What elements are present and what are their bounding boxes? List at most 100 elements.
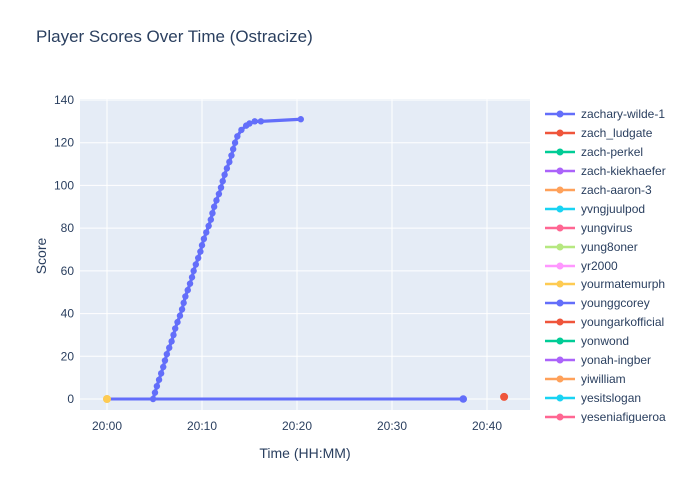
data-point: [195, 254, 202, 262]
legend-swatch-icon: [545, 167, 575, 175]
legend-item-label: yvngjuulpod: [581, 201, 646, 216]
legend-item-yiwilliam[interactable]: yiwilliam: [545, 369, 695, 388]
data-point: [223, 165, 231, 172]
legend-marker: [556, 110, 564, 118]
legend-item-zach_ludgate[interactable]: zach_ludgate: [545, 124, 695, 143]
legend-swatch-icon: [545, 299, 575, 307]
plot-background[interactable]: [80, 99, 530, 410]
legend-marker: [556, 167, 564, 175]
y-tick-label: 80: [61, 221, 75, 235]
legend-item-label: yungvirus: [581, 220, 633, 235]
legend: zachary-wilde-1 zach_ludgate zach-perkel za…: [545, 105, 695, 423]
legend-item-yourmatemurph[interactable]: yourmatemurph: [545, 275, 695, 294]
legend-item-yvngjuulpod[interactable]: yvngjuulpod: [545, 199, 695, 218]
legend-swatch-icon: [545, 205, 575, 213]
data-point: [231, 139, 239, 146]
legend-swatch-icon: [545, 280, 575, 288]
legend-marker: [556, 375, 564, 383]
legend-swatch-icon: [545, 375, 575, 383]
legend-swatch-icon: [545, 413, 575, 421]
data-point: [500, 392, 509, 401]
data-point: [257, 118, 265, 125]
legend-swatch-icon: [545, 243, 575, 251]
data-point: [190, 267, 197, 275]
legend-marker: [556, 243, 564, 251]
legend-item-label: yonah-ingber: [581, 353, 652, 368]
data-point: [209, 209, 216, 217]
y-tick-label: 120: [54, 136, 74, 150]
data-point: [210, 203, 218, 210]
legend-item-zachary-wilde-1[interactable]: zachary-wilde-1: [545, 105, 695, 124]
x-tick-label: 20:00: [92, 419, 122, 433]
data-point: [213, 197, 220, 204]
legend-marker: [556, 299, 564, 307]
x-tick-label: 20:30: [377, 419, 407, 433]
legend-item-yonwond[interactable]: yonwond: [545, 332, 695, 351]
legend-item-zach-aaron-3[interactable]: zach-aaron-3: [545, 181, 695, 200]
data-point: [172, 325, 179, 332]
legend-item-label: yesitslogan: [581, 390, 642, 405]
legend-swatch-icon: [545, 129, 575, 137]
data-point: [186, 280, 194, 287]
legend-item-yesitslogan[interactable]: yesitslogan: [545, 388, 695, 407]
legend-item-label: youngarkofficial: [581, 315, 665, 330]
data-point: [149, 395, 157, 403]
data-point: [297, 116, 304, 123]
data-point: [103, 395, 111, 403]
data-point: [238, 126, 245, 134]
x-axis-title: Time (HH:MM): [259, 445, 351, 461]
data-point: [176, 312, 184, 319]
legend-item-yonah-ingber[interactable]: yonah-ingber: [545, 351, 695, 370]
data-point: [188, 274, 196, 281]
data-point: [174, 318, 181, 326]
data-point: [151, 389, 159, 396]
data-point: [246, 120, 253, 127]
legend-item-label: yonwond: [581, 334, 630, 349]
legend-marker: [556, 186, 564, 194]
legend-item-label: yiwilliam: [581, 371, 626, 386]
legend-item-zach-perkel[interactable]: zach-perkel: [545, 143, 695, 162]
legend-item-label: zachary-wilde-1: [581, 107, 666, 122]
legend-item-zach-kiekhaefer[interactable]: zach-kiekhaefer: [545, 162, 695, 181]
legend-swatch-icon: [545, 394, 575, 402]
legend-marker: [556, 413, 564, 421]
legend-item-label: zach-aaron-3: [581, 183, 652, 197]
legend-item-label: yourmatemurph: [581, 277, 666, 292]
legend-item-yr2000[interactable]: yr2000: [545, 256, 695, 275]
data-point: [192, 261, 200, 268]
data-point: [229, 145, 237, 153]
legend-item-label: yeseniafigueroa: [581, 409, 666, 423]
data-point: [226, 158, 233, 166]
data-point: [180, 299, 187, 307]
legend-item-youngarkofficial[interactable]: youngarkofficial: [545, 313, 695, 332]
data-point: [163, 350, 171, 358]
legend-item-yeseniafigueroa[interactable]: yeseniafigueroa: [545, 407, 695, 423]
legend-item-yungvirus[interactable]: yungvirus: [545, 218, 695, 237]
legend-swatch-icon: [545, 110, 575, 118]
legend-item-label: zach_ludgate: [581, 126, 653, 141]
data-point: [215, 190, 223, 198]
data-point: [197, 248, 204, 255]
y-axis-title: Score: [33, 237, 49, 275]
legend-item-younggcorey[interactable]: younggcorey: [545, 294, 695, 313]
data-point: [166, 344, 173, 351]
legend-item-label: yung8oner: [581, 239, 638, 254]
y-tick-label: 40: [61, 307, 75, 321]
legend-item-yung8oner[interactable]: yung8oner: [545, 237, 695, 256]
legend-swatch-icon: [545, 186, 575, 194]
data-point: [155, 376, 163, 383]
y-tick-label: 100: [54, 178, 74, 192]
data-point: [219, 177, 226, 185]
data-point: [459, 395, 468, 403]
legend-marker: [556, 262, 564, 270]
y-tick-label: 60: [61, 264, 75, 278]
y-tick-label: 140: [54, 93, 74, 107]
series-zachary-wilde-1: [149, 116, 304, 403]
legend-item-label: zach-kiekhaefer: [581, 164, 666, 179]
data-point: [184, 286, 191, 294]
legend-item-label: yr2000: [581, 258, 618, 273]
legend-swatch-icon: [545, 224, 575, 232]
legend-marker: [556, 148, 564, 156]
data-point: [207, 216, 215, 223]
